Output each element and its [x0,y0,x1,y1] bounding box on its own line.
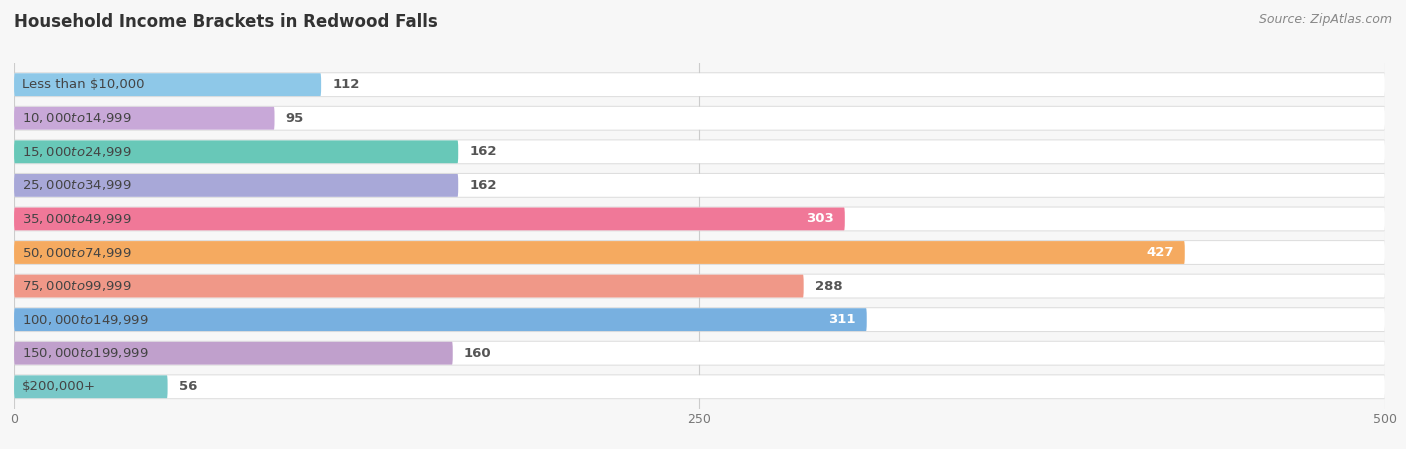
FancyBboxPatch shape [14,341,1385,365]
FancyBboxPatch shape [14,72,1385,97]
Text: $150,000 to $199,999: $150,000 to $199,999 [22,346,149,360]
FancyBboxPatch shape [14,275,804,298]
Text: 427: 427 [1146,246,1174,259]
Text: $50,000 to $74,999: $50,000 to $74,999 [22,246,132,260]
Text: $10,000 to $14,999: $10,000 to $14,999 [22,111,132,125]
FancyBboxPatch shape [14,107,274,130]
Text: 160: 160 [464,347,491,360]
Text: 162: 162 [470,145,496,158]
Text: 288: 288 [814,280,842,293]
FancyBboxPatch shape [14,308,1385,331]
FancyBboxPatch shape [14,375,167,398]
Text: Source: ZipAtlas.com: Source: ZipAtlas.com [1258,13,1392,26]
FancyBboxPatch shape [14,73,321,96]
FancyBboxPatch shape [14,374,1385,399]
FancyBboxPatch shape [14,141,1385,163]
FancyBboxPatch shape [14,241,1185,264]
Text: 311: 311 [828,313,856,326]
FancyBboxPatch shape [14,241,1385,264]
FancyBboxPatch shape [14,207,1385,230]
Text: Less than $10,000: Less than $10,000 [22,78,145,91]
Text: $35,000 to $49,999: $35,000 to $49,999 [22,212,132,226]
FancyBboxPatch shape [14,308,866,331]
FancyBboxPatch shape [14,273,1385,299]
FancyBboxPatch shape [14,207,845,230]
FancyBboxPatch shape [14,139,1385,164]
FancyBboxPatch shape [14,107,1385,130]
Text: $75,000 to $99,999: $75,000 to $99,999 [22,279,132,293]
Text: $100,000 to $149,999: $100,000 to $149,999 [22,313,149,326]
FancyBboxPatch shape [14,207,1385,231]
FancyBboxPatch shape [14,73,1385,96]
Text: $200,000+: $200,000+ [22,380,96,393]
Text: 162: 162 [470,179,496,192]
FancyBboxPatch shape [14,307,1385,332]
FancyBboxPatch shape [14,275,1385,298]
Text: 56: 56 [179,380,197,393]
FancyBboxPatch shape [14,375,1385,398]
FancyBboxPatch shape [14,240,1385,265]
FancyBboxPatch shape [14,173,1385,198]
Text: 112: 112 [332,78,360,91]
Text: $15,000 to $24,999: $15,000 to $24,999 [22,145,132,159]
FancyBboxPatch shape [14,174,458,197]
FancyBboxPatch shape [14,174,1385,197]
Text: $25,000 to $34,999: $25,000 to $34,999 [22,178,132,192]
Text: 95: 95 [285,112,304,125]
FancyBboxPatch shape [14,141,458,163]
Text: 303: 303 [806,212,834,225]
FancyBboxPatch shape [14,342,1385,365]
FancyBboxPatch shape [14,106,1385,131]
Text: Household Income Brackets in Redwood Falls: Household Income Brackets in Redwood Fal… [14,13,437,31]
FancyBboxPatch shape [14,342,453,365]
